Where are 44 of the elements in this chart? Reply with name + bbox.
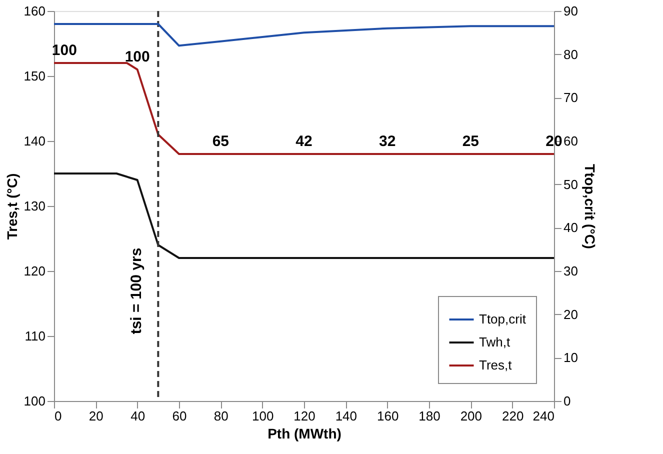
annotation: 42 <box>296 133 312 150</box>
x-tick-label: 20 <box>88 408 104 424</box>
annotation: 20 <box>546 133 562 150</box>
x-tick-label: 240 <box>532 408 554 424</box>
x-tick-label: 80 <box>214 408 228 424</box>
y-tick-label: 130 <box>24 198 46 214</box>
x-tick-label: 60 <box>172 408 187 424</box>
x-tick-label: 120 <box>294 408 316 424</box>
x-tick-label: 100 <box>252 408 274 424</box>
x-tick-label: 40 <box>130 408 146 424</box>
y-tick-label: 100 <box>24 394 46 408</box>
x-tick-label: 200 <box>460 408 482 424</box>
y2-tick-label: 0 <box>564 394 571 408</box>
y2-axis-title: Ttop,crit (°C) <box>582 164 598 249</box>
y2-tick-label: 80 <box>564 46 578 62</box>
x-tick-label: 160 <box>376 408 399 424</box>
y2-tick-label: 50 <box>564 176 578 192</box>
y-tick-label: 140 <box>24 134 46 148</box>
y2-tick-label: 60 <box>564 134 578 148</box>
y-tick-label: 120 <box>24 264 46 278</box>
annotation: tsi = 100 yrs <box>128 248 146 334</box>
y2-tick-label: 90 <box>564 4 578 18</box>
x-tick-label: 140 <box>335 408 358 424</box>
x-tick-label: 180 <box>418 408 440 424</box>
y-tick-label: 160 <box>24 4 46 18</box>
y2-tick-label: 10 <box>564 350 578 366</box>
x-tick-label: 220 <box>502 408 524 424</box>
y2-tick-label: 40 <box>564 220 578 236</box>
annotation: 100 <box>124 48 150 66</box>
x-axis-title: Pth (MWth) <box>268 426 342 442</box>
y-axis-title: Tres,t (°C) <box>4 173 20 240</box>
y2-tick-label: 70 <box>564 90 578 106</box>
y2-tick-label: 30 <box>564 264 578 278</box>
annotation: 25 <box>462 133 480 150</box>
y2-tick-label: 20 <box>564 306 578 322</box>
annotation: 65 <box>212 133 230 150</box>
y-tick-label: 150 <box>24 68 46 84</box>
x-tick-label: 0 <box>54 408 62 424</box>
annotation: 32 <box>378 133 396 150</box>
legend-label: Ttop,crit <box>479 312 526 326</box>
legend-label: Twh,t <box>479 334 510 350</box>
legend-label: Tres,t <box>479 358 512 372</box>
annotation: 100 <box>52 42 77 59</box>
y-tick-label: 110 <box>24 328 46 344</box>
